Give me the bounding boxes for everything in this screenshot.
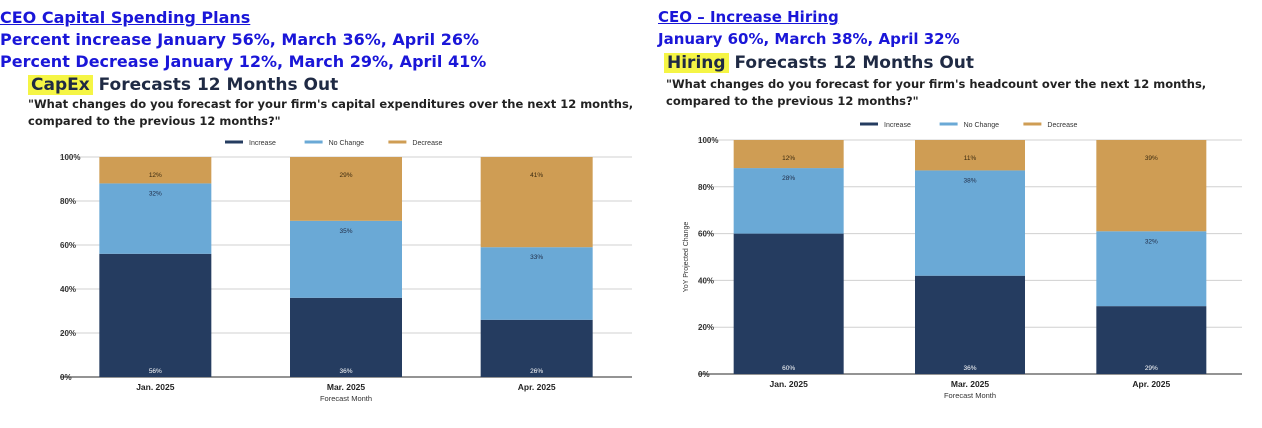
capex-question: "What changes do you forecast for your f… — [28, 97, 634, 128]
data-label: 35% — [339, 228, 352, 235]
x-tick-label: Mar. 2025 — [327, 382, 366, 392]
data-label: 56% — [149, 368, 162, 375]
x-tick-label: Jan. 2025 — [136, 382, 175, 392]
y-tick-label: 40% — [60, 285, 76, 294]
data-label: 26% — [530, 368, 543, 375]
title-highlight: Hiring — [664, 53, 729, 73]
capex-stacked-bar-chart: 0% 20% 40% 60% 80% 100% Increase No Change Decre… — [60, 140, 632, 403]
hiring-heading-link[interactable]: CEO – Increase Hiring — [658, 8, 839, 26]
y-tick-label: 20% — [698, 323, 714, 332]
title-highlight: CapEx — [28, 75, 93, 95]
data-label: 32% — [1145, 238, 1158, 245]
data-label: 33% — [530, 254, 543, 261]
bar-segment-decrease — [99, 157, 212, 184]
data-label: 60% — [782, 365, 795, 372]
bar-segment-increase — [99, 253, 212, 377]
data-label: 41% — [530, 172, 543, 179]
title-rest: Forecasts 12 Months Out — [92, 75, 339, 95]
y-tick-label: 100% — [698, 136, 718, 145]
data-label: 28% — [782, 175, 795, 182]
data-label: 36% — [963, 365, 976, 372]
y-tick-label: 20% — [60, 329, 76, 338]
capex-panel: CEO Capital Spending Plans Percent incre… — [0, 8, 634, 403]
bar-segment-increase — [480, 319, 593, 377]
x-tick-label: Mar. 2025 — [951, 379, 990, 389]
y-tick-label: 60% — [698, 230, 714, 239]
hiring-chart-title: Hiring Forecasts 12 Months Out — [664, 53, 974, 73]
bar-segment-decrease — [480, 157, 593, 248]
bar-segment-decrease — [733, 140, 844, 169]
bar-segment-increase — [290, 297, 402, 377]
y-tick-label: 80% — [60, 197, 76, 206]
x-axis-label: Forecast Month — [320, 394, 372, 403]
title-rest: Forecasts 12 Months Out — [728, 53, 975, 73]
hiring-panel: CEO – Increase Hiring January 60%, March… — [650, 0, 1262, 428]
x-tick-label: Jan. 2025 — [770, 379, 809, 389]
data-label: 32% — [149, 190, 162, 197]
bar-segment-decrease — [290, 157, 402, 221]
y-tick-label: 0% — [60, 373, 72, 382]
x-tick-label: Apr. 2025 — [1132, 379, 1170, 389]
bar-segment-no-change — [1096, 231, 1207, 307]
bar-segment-decrease — [1096, 140, 1207, 232]
bar-segment-no-change — [480, 247, 593, 320]
bar-segment-no-change — [915, 170, 1025, 276]
capex-heading-link[interactable]: CEO Capital Spending Plans — [0, 8, 251, 27]
legend-label: Decrease — [1047, 122, 1077, 129]
legend-label: No Change — [329, 140, 365, 147]
y-tick-label: 100% — [60, 153, 80, 162]
hiring-increase-summary: January 60%, March 38%, April 32% — [658, 30, 960, 48]
hiring-stacked-bar-chart: 0% 20% 40% 60% 80% 100% Increase No Change Decre… — [683, 122, 1242, 400]
data-label: 29% — [339, 172, 352, 179]
legend-label: Increase — [249, 140, 276, 147]
bar-segment-increase — [915, 275, 1025, 374]
bar-segment-decrease — [915, 140, 1025, 171]
legend-label: Decrease — [412, 140, 442, 147]
data-label: 38% — [963, 177, 976, 184]
data-label: 36% — [339, 368, 352, 375]
y-tick-label: 80% — [698, 183, 714, 192]
y-tick-label: 40% — [698, 276, 714, 285]
bar-segment-no-change — [290, 220, 402, 298]
data-label: 12% — [782, 155, 795, 162]
bar-segment-increase — [733, 233, 844, 374]
y-tick-label: 0% — [698, 370, 710, 379]
capex-decrease-summary: Percent Decrease January 12%, March 29%,… — [0, 52, 487, 71]
bar-segment-increase — [1096, 306, 1207, 374]
data-label: 29% — [1145, 365, 1158, 372]
data-label: 11% — [964, 155, 977, 162]
x-axis-label: Forecast Month — [944, 391, 996, 400]
capex-chart-title: CapEx Forecasts 12 Months Out — [28, 75, 338, 95]
data-label: 39% — [1145, 155, 1158, 162]
bar-segment-no-change — [733, 168, 844, 234]
capex-increase-summary: Percent increase January 56%, March 36%,… — [0, 30, 479, 49]
hiring-question: "What changes do you forecast for your f… — [666, 77, 1207, 108]
x-tick-label: Apr. 2025 — [518, 382, 556, 392]
legend-label: Increase — [884, 122, 911, 129]
legend-label: No Change — [964, 122, 1000, 129]
y-axis-label: YoY Projected Change — [683, 222, 690, 293]
bar-segment-no-change — [99, 183, 212, 254]
y-tick-label: 60% — [60, 241, 76, 250]
data-label: 12% — [149, 172, 162, 179]
